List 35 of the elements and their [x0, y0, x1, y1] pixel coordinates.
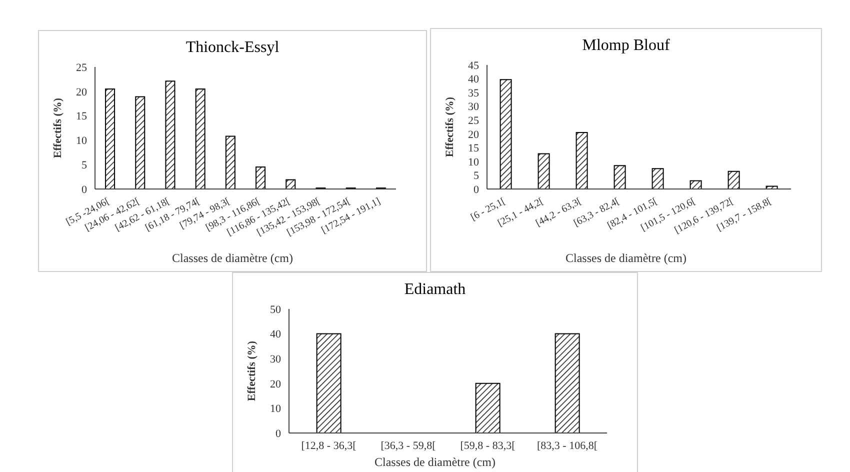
y-tick-label: 10 — [76, 135, 88, 148]
x-tick-label: [12,8 - 36,3[ — [301, 440, 357, 452]
y-tick-label: 15 — [76, 110, 88, 123]
y-tick-label: 25 — [76, 62, 88, 74]
x-tick-label: [83,3 - 106,8[ — [537, 440, 598, 452]
chart-title: Mlomp Blouf — [581, 37, 671, 56]
y-tick-label: 10 — [468, 156, 480, 168]
y-tick-label: 20 — [468, 128, 480, 141]
y-tick-label: 30 — [270, 354, 282, 366]
y-tick-label: 0 — [276, 428, 282, 440]
y-axis-title: Effectifs (%) — [444, 96, 456, 158]
x-axis-title: Classes de diamètre (cm) — [374, 455, 496, 470]
x-axis-title: Classes de diamètre (cm) — [564, 251, 688, 266]
y-axis-title: Effectifs (%) — [52, 98, 64, 158]
chart-title: Ediamath — [403, 281, 467, 300]
y-tick-label: 5 — [474, 170, 480, 182]
y-tick-label: 20 — [270, 378, 282, 390]
x-axis-title: Classes de diamètre (cm) — [171, 251, 294, 266]
y-tick-label: 0 — [474, 184, 480, 196]
y-axis-title: Effectifs (%) — [246, 340, 258, 402]
y-tick-label: 50 — [270, 304, 282, 316]
x-tick-label: [36,3 - 59,8[ — [380, 440, 436, 452]
y-tick-label: 40 — [270, 328, 282, 341]
x-tick-label: [59,8 - 83,3[ — [460, 440, 516, 452]
y-tick-label: 45 — [468, 60, 480, 72]
y-tick-label: 20 — [76, 86, 88, 98]
y-tick-label: 30 — [468, 101, 480, 114]
y-tick-label: 0 — [82, 184, 88, 196]
y-tick-label: 10 — [270, 403, 282, 416]
y-tick-label: 25 — [468, 115, 480, 128]
y-tick-label: 40 — [468, 74, 480, 86]
y-tick-label: 5 — [82, 160, 88, 172]
y-tick-label: 35 — [468, 87, 480, 100]
chart-title: Thionck-Essyl — [184, 39, 280, 58]
y-tick-label: 15 — [468, 142, 480, 155]
